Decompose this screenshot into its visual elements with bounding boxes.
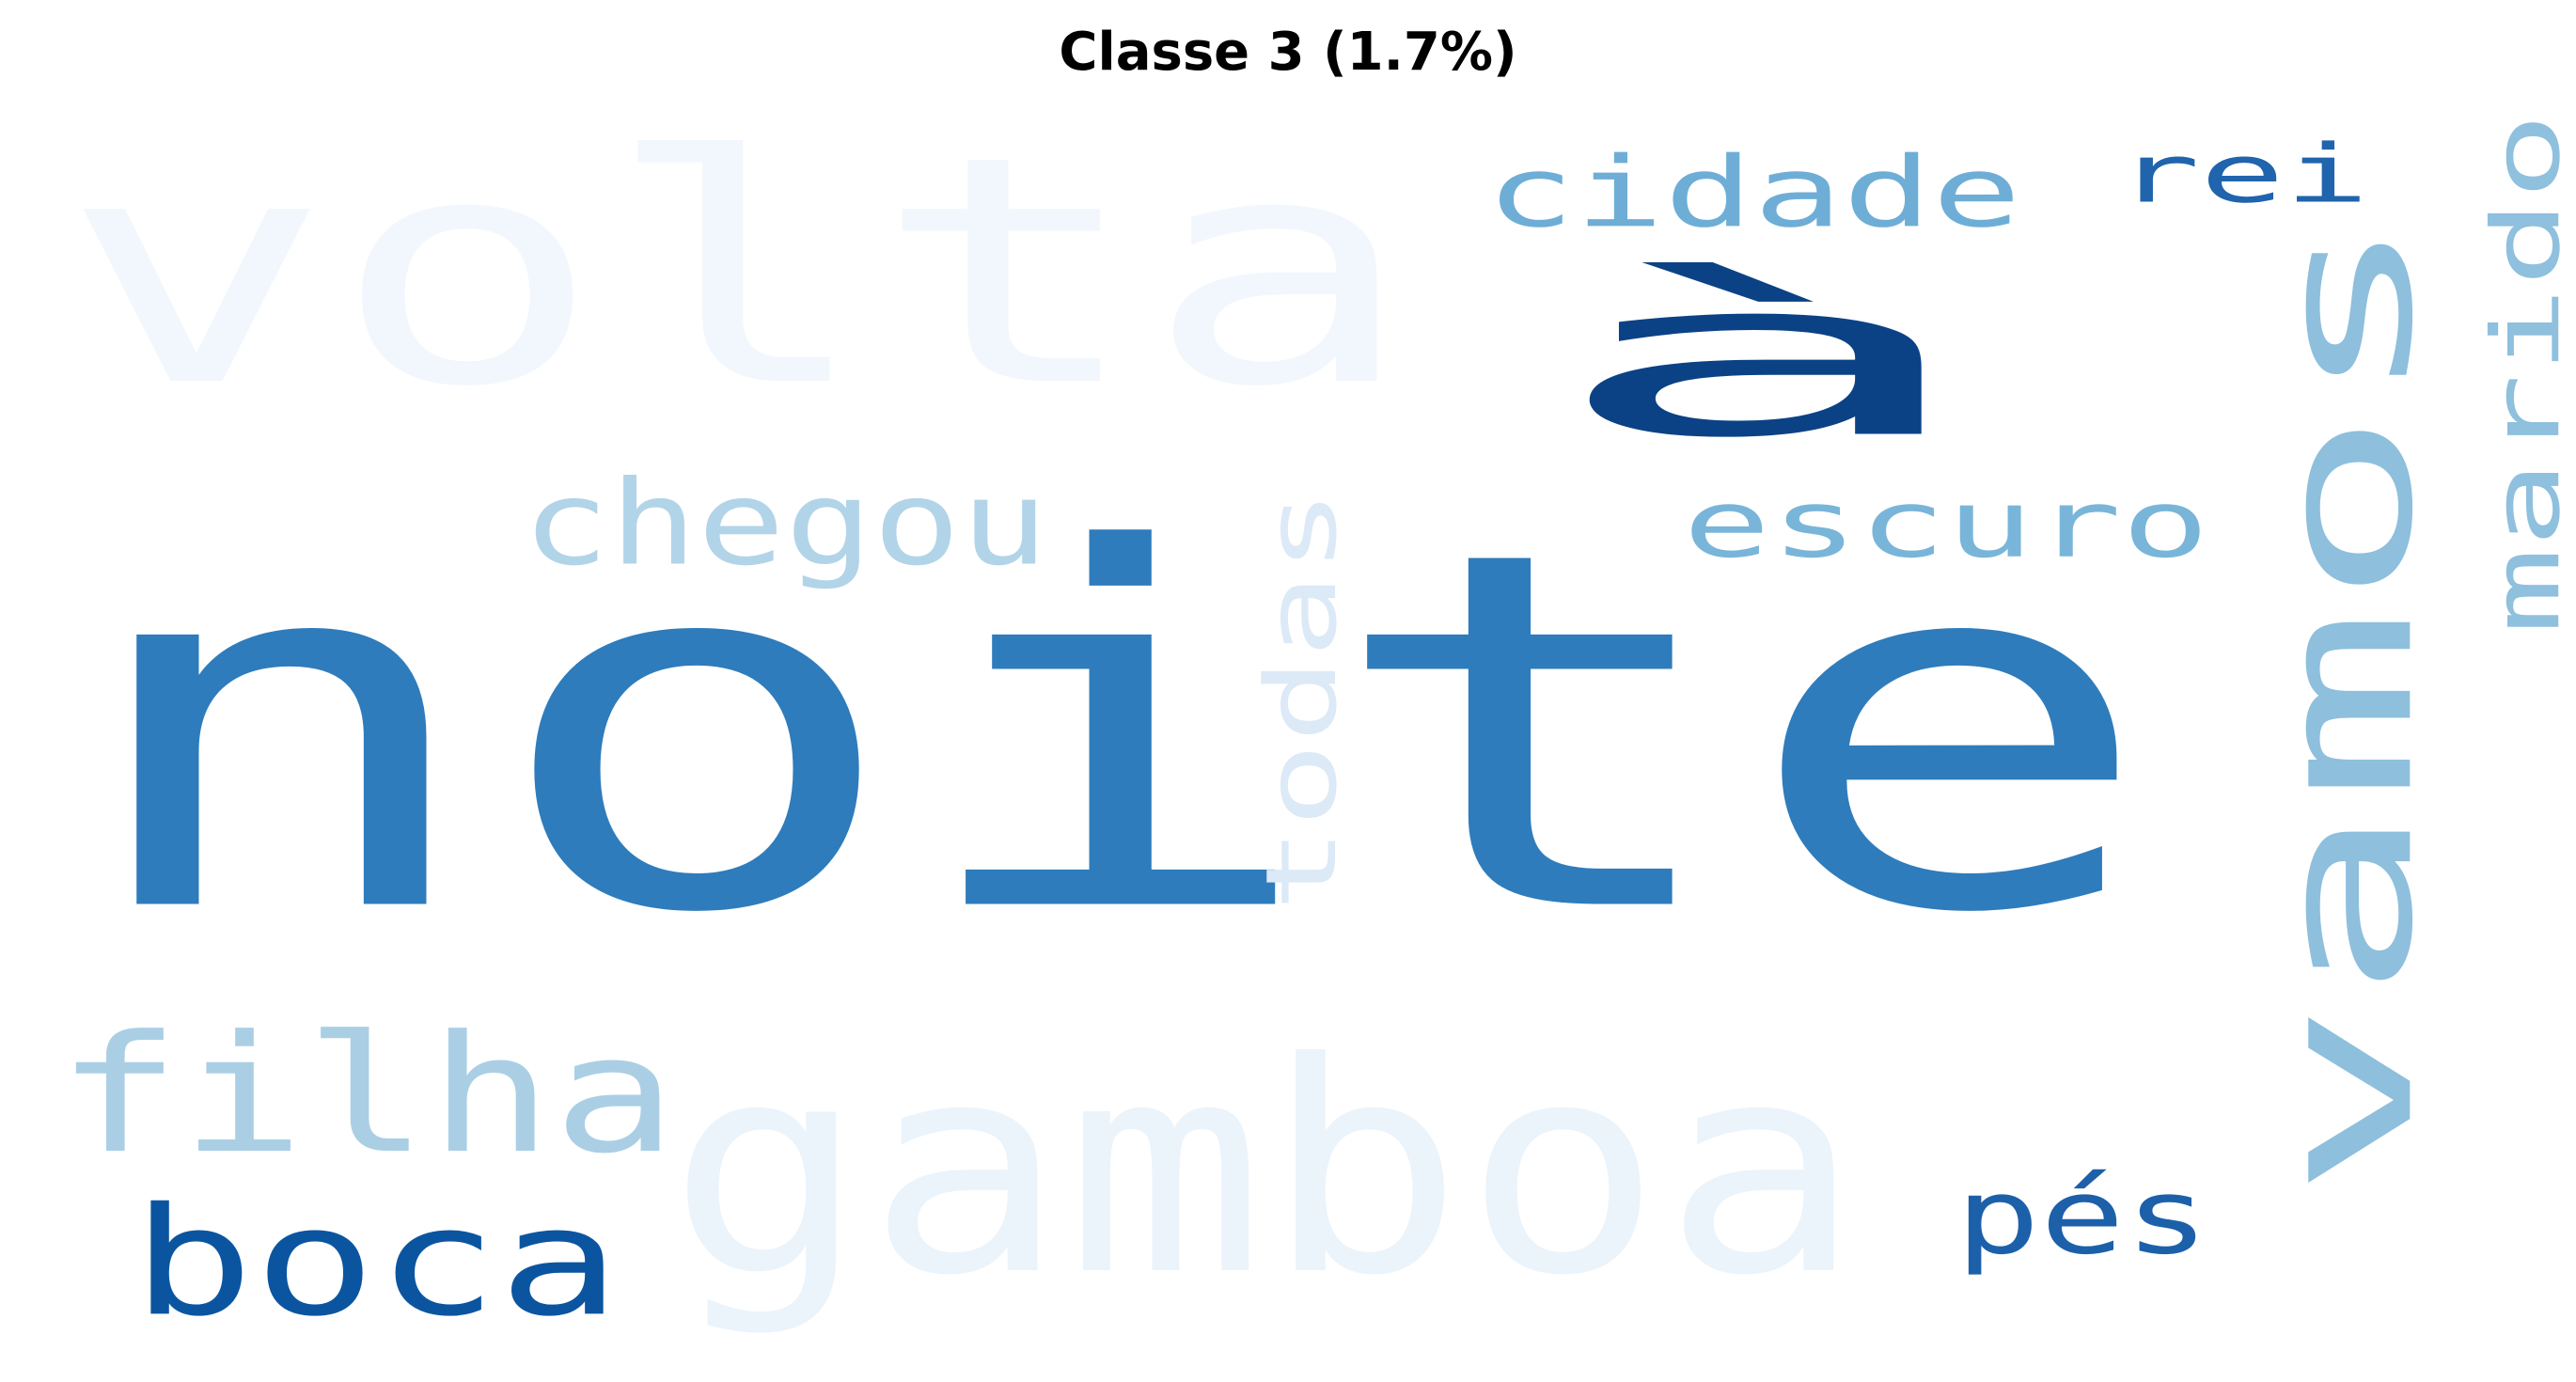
word-volta: volta	[61, 89, 1415, 455]
word-marido: marido	[2473, 113, 2576, 635]
word-filha: filha	[56, 1001, 677, 1189]
word-gamboa: gamboa	[668, 1001, 1861, 1340]
word-pes: pés	[1956, 1156, 2209, 1278]
figure-title: Classe 3 (1.7%)	[1059, 22, 1517, 83]
word-chegou: chegou	[522, 456, 1048, 591]
word-a: à	[1542, 235, 1984, 485]
word-rei: rei	[2115, 127, 2369, 221]
word-boca: boca	[132, 1175, 620, 1349]
word-escuro: escuro	[1683, 470, 2209, 579]
word-vamos: vamos	[2238, 212, 2454, 1199]
word-todas: todas	[1246, 489, 1359, 912]
word-cidade: cidade	[1485, 136, 2021, 249]
word-noite: noite	[71, 447, 2158, 1020]
